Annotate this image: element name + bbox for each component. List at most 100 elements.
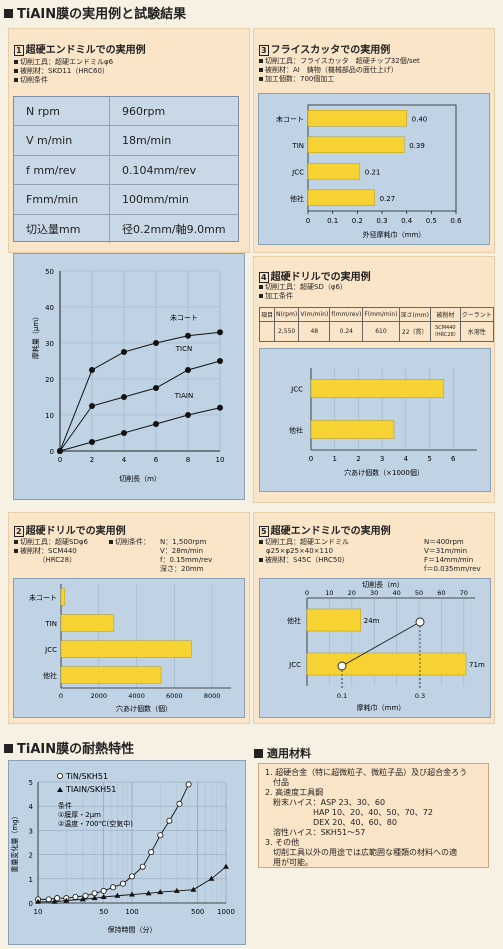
- value-label: 71m: [469, 661, 485, 669]
- x-tick-label: 0: [59, 692, 63, 700]
- x-tick-label: 100: [125, 908, 138, 916]
- table-row: Fmm/min 100mm/min: [14, 185, 238, 215]
- data-point: [35, 898, 41, 904]
- x-tick-label: 5: [427, 455, 431, 463]
- category-label: JCC: [290, 386, 303, 394]
- data-point: [157, 889, 164, 895]
- data-point: [223, 863, 229, 869]
- table-row: N rpm 960rpm: [14, 97, 238, 126]
- value-label: 24m: [364, 617, 380, 625]
- x-tick-label: 0.2: [352, 217, 363, 225]
- top-tick-label: 0: [305, 589, 309, 597]
- top-tick-label: 50: [415, 589, 423, 597]
- top-axis-label: 切削長（m）: [362, 580, 404, 589]
- data-point: [82, 892, 89, 899]
- x-tick-label: 0.6: [450, 217, 462, 225]
- data-point: [157, 832, 164, 839]
- data-point: [63, 897, 70, 903]
- x-tick-label: 8: [186, 456, 190, 464]
- data-point: [153, 340, 159, 346]
- data-point: [217, 358, 223, 364]
- y-tick-label: 3: [29, 827, 33, 835]
- panel-2-title: 2 超硬ドリルでの実用例: [14, 526, 126, 537]
- bullet-icon: [259, 59, 263, 63]
- heat-resistance-line-chart: 10 50 100 500 1000 0 1 2 3 4 5 保持時間（分） 重量変化量（mg） TiN/…: [10, 772, 235, 934]
- y-tick-label: 50: [45, 268, 54, 276]
- data-point: [173, 887, 180, 893]
- panel-3-title: 3 フライスカッタでの実用例: [259, 45, 391, 56]
- top-tick-label: 20: [348, 589, 356, 597]
- data-point: [45, 896, 52, 903]
- x-tick-label: 0.4: [401, 217, 413, 225]
- y-tick-label: 0: [29, 900, 33, 908]
- bar: [306, 608, 362, 632]
- data-point: [100, 887, 107, 894]
- x-tick-label: 50: [99, 908, 108, 916]
- panel-2-specs-left: 切削工具：超硬SDφ6 被削材：SCM440 （HRC28）: [14, 538, 88, 564]
- x-tick-label: 0.5: [426, 217, 437, 225]
- square-bullet-icon: [4, 744, 13, 753]
- chart-frame: [8, 760, 246, 945]
- data-point: [217, 329, 223, 336]
- data-point: [110, 884, 117, 891]
- bullet-icon: [259, 540, 263, 544]
- top-tick-label: 30: [370, 589, 378, 597]
- category-label: 他社: [287, 616, 301, 625]
- bullet-icon: [14, 549, 18, 553]
- series-line: [59, 407, 221, 452]
- x-tick-label: 0.1: [327, 217, 338, 225]
- y-tick-label: 40: [45, 304, 54, 312]
- value-label: 0.21: [365, 168, 381, 176]
- bullet-icon: [14, 69, 18, 73]
- wear-axis-label: 摩耗巾（mm）: [357, 703, 406, 712]
- y-tick-label: 4: [29, 803, 34, 811]
- bar: [60, 640, 192, 658]
- materials-title: 適用材料: [254, 745, 311, 761]
- data-point: [190, 886, 197, 892]
- x-tick-label: 0: [58, 456, 62, 464]
- series-line: [59, 360, 221, 452]
- wear-line: [341, 621, 421, 667]
- bar: [307, 163, 361, 180]
- data-point: [145, 890, 152, 896]
- x-axis-label: 切削長（m）: [119, 474, 161, 483]
- series-line: [59, 331, 221, 452]
- panel-4-title: 4 超硬ドリルでの実用例: [259, 272, 371, 283]
- x-axis-label: 保持時間（分）: [108, 925, 157, 934]
- data-point: [54, 895, 61, 902]
- condition-note: 条件: [58, 801, 72, 810]
- data-point: [185, 781, 192, 788]
- panel-5-conditions: N＝400rpm V＝31m/min F＝14mm/min f＝0.035mm/…: [424, 538, 481, 573]
- endmill-length-bar-chart: 切削長（m） 0 10 20 30 40 50 60 70 他社 24m JCC 71m 0.1 0.3 摩耗…: [287, 580, 485, 712]
- condition-note: ②温度・700℃(空気中): [58, 819, 133, 828]
- x-tick-label: 0: [306, 217, 310, 225]
- cutting-conditions-table: N rpm 960rpm V m/min 18m/min f mm/rev 0.104…: [13, 96, 239, 243]
- data-point: [153, 421, 159, 427]
- category-label: JCC: [288, 661, 301, 669]
- top-tick-label: 40: [392, 589, 400, 597]
- table-row: 2,550 48 0.24 610 22（貫） SCM440（HRC28） 水溶性: [258, 321, 494, 342]
- top-tick-label: 60: [437, 589, 445, 597]
- value-label: 0.27: [380, 195, 396, 203]
- category-label: 他社: [43, 671, 57, 680]
- materials-box: 1. 超硬合金（特に超微粒子、微粒子品）及び超合金ろう 付品 2. 高速度工具鋼…: [258, 763, 489, 868]
- table-header-row: 項目 N(rpm) V(m/min) f(mm/rev) F(mm/min) 深さ(mm)…: [258, 307, 494, 322]
- chart-frame: [13, 253, 245, 500]
- x-tick-label: 10: [34, 908, 43, 916]
- bullet-icon: [14, 60, 18, 64]
- bullet-icon: [109, 540, 113, 544]
- series-label: TICN: [175, 345, 192, 353]
- x-tick-label: 8000: [204, 692, 221, 700]
- legend-label: TiN/SKH51: [65, 772, 108, 781]
- panel-1-title: 1 超硬エンドミルでの実用例: [14, 45, 146, 56]
- data-point: [129, 873, 136, 880]
- bullet-icon: [14, 78, 18, 82]
- category-label: 他社: [290, 194, 304, 203]
- value-label: 0.40: [412, 115, 428, 123]
- x-axis-label: 穴あけ個数（×1000個）: [344, 468, 424, 477]
- data-point: [139, 863, 146, 870]
- data-point: [176, 800, 183, 807]
- x-tick-label: 6000: [166, 692, 183, 700]
- x-tick-label: 2000: [91, 692, 108, 700]
